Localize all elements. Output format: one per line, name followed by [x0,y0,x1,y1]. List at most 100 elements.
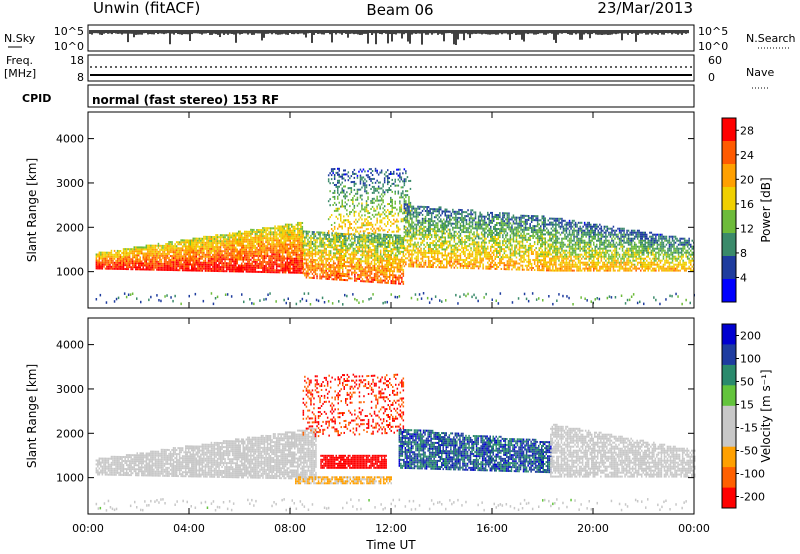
data-cell [384,263,386,266]
data-cell [122,248,125,251]
data-cell [346,275,349,278]
data-cell [444,254,446,257]
data-cell [213,236,216,238]
data-cell [178,263,181,266]
data-cell [347,179,350,182]
data-cell [427,232,430,234]
data-cell [356,174,359,177]
data-cell [188,267,190,270]
data-cell [346,273,349,276]
data-cell [257,270,260,273]
data-cell [371,229,374,232]
data-cell [185,249,187,252]
data-cell [430,228,433,231]
data-cell [447,254,450,257]
data-cell [362,182,365,185]
data-cell [411,265,413,268]
data-cell [415,215,418,218]
data-cell [409,227,412,230]
data-cell [178,241,181,244]
data-cell [216,236,219,239]
data-cell [268,257,270,260]
data-cell [384,273,386,276]
data-cell [159,254,161,257]
data-cell [452,250,454,253]
data-cell [414,241,416,244]
data-cell [180,253,182,256]
data-cell [283,251,285,254]
data-cell [378,257,380,260]
data-cell [396,256,399,259]
data-cell [197,249,199,252]
data-cell [435,250,437,253]
data-cell [292,241,294,244]
data-cell [291,261,293,264]
data-cell [109,251,111,254]
data-cell [453,212,456,215]
data-cell [408,209,410,212]
data-cell [374,223,377,226]
freq-tick-top: 18 [70,54,84,67]
data-cell [298,235,301,238]
data-cell [204,257,207,260]
data-cell [272,263,275,266]
data-cell [380,221,383,224]
data-cell [337,185,339,188]
data-cell [145,246,148,249]
data-cell [221,254,223,257]
data-cell [332,204,334,206]
data-cell [339,236,341,239]
data-cell [291,267,293,270]
data-cell [453,216,456,219]
data-cell [153,258,155,261]
data-cell [444,250,446,253]
data-cell [189,243,191,246]
data-cell [197,243,199,246]
data-cell [185,253,187,256]
data-cell [154,250,157,253]
data-cell [358,170,360,173]
data-cell [354,271,356,274]
data-cell [219,242,222,245]
data-cell [384,265,386,268]
data-cell [351,243,353,246]
data-cell [329,268,332,271]
data-cell [351,271,353,274]
data-cell [274,239,276,242]
data-cell [341,221,343,224]
data-cell [375,257,377,260]
data-cell [414,235,416,238]
data-cell [392,248,394,251]
data-cell [349,193,351,196]
data-cell [369,248,371,251]
data-cell [188,265,190,268]
data-cell [401,280,403,283]
data-cell [344,219,346,222]
data-cell [274,227,276,230]
data-cell [420,243,422,246]
data-cell [376,281,379,284]
data-cell [300,249,302,252]
data-cell [269,229,272,232]
data-cell [322,233,324,236]
data-cell [355,172,357,175]
data-cell [251,242,254,245]
data-cell [370,238,373,241]
data-cell [231,236,234,239]
data-cell [345,273,347,276]
data-cell [304,230,306,233]
data-cell [367,174,369,177]
data-cell [387,253,389,256]
data-cell [262,245,264,248]
data-cell [382,217,384,220]
data-cell [141,260,143,263]
data-cell [305,242,308,245]
data-cell [189,245,191,248]
data-cell [361,222,363,225]
data-cell [414,211,416,214]
data-cell [387,203,389,206]
data-cell [345,261,347,264]
data-cell [382,201,384,204]
data-cell [247,266,249,269]
data-cell [266,263,269,266]
